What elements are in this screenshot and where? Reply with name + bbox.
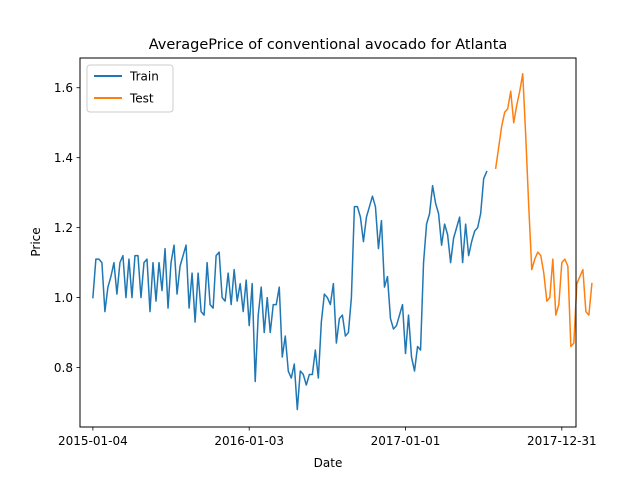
y-tick-label: 1.4 xyxy=(54,151,73,165)
x-tick-label: 2016-01-03 xyxy=(214,434,284,448)
series-line-train xyxy=(92,170,488,411)
x-axis-label: Date xyxy=(314,456,343,470)
series-line-test xyxy=(494,72,593,348)
legend: Train Test xyxy=(86,64,174,113)
y-tick-label: 0.8 xyxy=(54,361,73,375)
y-tick-label: 1.2 xyxy=(54,221,73,235)
x-tick-label: 2017-12-31 xyxy=(527,434,597,448)
plot-frame xyxy=(79,57,577,428)
y-axis-ticks: 0.8 1.0 1.2 1.4 1.6 xyxy=(54,81,80,375)
y-axis-label: Price xyxy=(29,227,43,256)
chart-title: AveragePrice of conventional avocado for… xyxy=(149,37,508,53)
x-axis-ticks: 2015-01-04 2016-01-03 2017-01-01 2017-12-31 xyxy=(58,427,597,448)
y-tick-label: 1.6 xyxy=(54,81,73,95)
x-tick-label: 2017-01-01 xyxy=(371,434,441,448)
plot-lines xyxy=(92,72,593,411)
legend-label-train: Train xyxy=(129,70,159,84)
x-tick-label: 2015-01-04 xyxy=(58,434,128,448)
legend-label-test: Test xyxy=(129,92,154,106)
y-tick-label: 1.0 xyxy=(54,291,73,305)
